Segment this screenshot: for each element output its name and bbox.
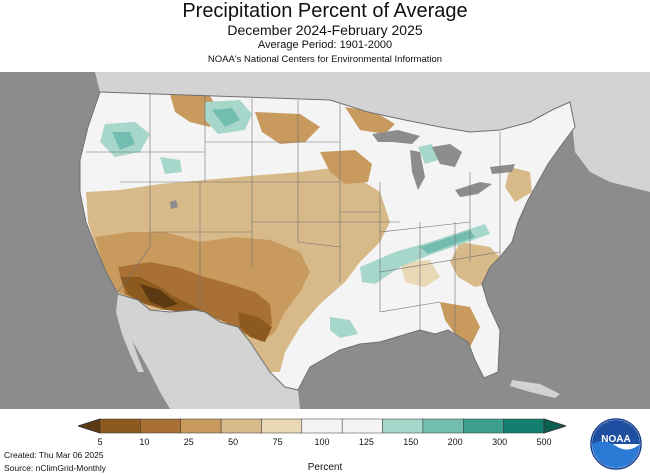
map-canvas bbox=[79, 72, 650, 409]
map-subtitle: December 2024-February 2025 bbox=[227, 22, 423, 38]
created-date: Created: Thu Mar 06 2025 bbox=[4, 450, 104, 460]
noaa-logo-icon: NOAA bbox=[590, 418, 642, 470]
source-organization: NOAA's National Centers for Environmenta… bbox=[207, 54, 443, 65]
average-period: Average Period: 1901-2000 bbox=[257, 39, 393, 51]
legend-swatch bbox=[140, 418, 181, 434]
legend-tick-label: 125 bbox=[358, 437, 374, 447]
canada-land bbox=[95, 72, 650, 192]
legend-swatch bbox=[220, 418, 262, 434]
legend-endcap-low bbox=[76, 418, 101, 434]
legend-tick-label: 10 bbox=[139, 437, 150, 447]
legend-endcap-high bbox=[543, 418, 568, 434]
state-borders bbox=[86, 92, 501, 342]
mexico-land bbox=[118, 294, 300, 409]
legend-tick-label: 75 bbox=[272, 437, 283, 447]
legend-swatch bbox=[463, 418, 504, 434]
data-source: Source: nClimGrid-Monthly bbox=[4, 463, 107, 473]
color-legend: 5 10 25 50 75 100 125 150 200 300 500 bbox=[76, 416, 568, 450]
legend-swatch bbox=[341, 418, 383, 434]
legend-tick-label: 300 bbox=[492, 437, 508, 447]
legend-swatch bbox=[382, 418, 424, 434]
legend-tick-label: 150 bbox=[403, 437, 419, 447]
legend-tick-label: 50 bbox=[228, 437, 239, 447]
great-lakes bbox=[372, 130, 515, 197]
legend-tick-label: 100 bbox=[314, 437, 330, 447]
legend-tick-label: 25 bbox=[183, 437, 194, 447]
legend-swatch bbox=[261, 418, 303, 434]
legend-swatch bbox=[422, 418, 464, 434]
legend-swatch bbox=[99, 418, 141, 434]
legend-swatch bbox=[503, 418, 545, 434]
precipitation-anomaly-fill bbox=[86, 94, 532, 372]
legend-bar bbox=[76, 418, 568, 434]
cuba-island bbox=[510, 380, 560, 398]
map-title: Precipitation Percent of Average bbox=[182, 0, 468, 22]
legend-tick-label: 5 bbox=[97, 437, 103, 447]
legend-unit: Percent bbox=[307, 462, 343, 473]
precipitation-map bbox=[0, 72, 650, 409]
legend-tick-label: 200 bbox=[447, 437, 463, 447]
noaa-logo-text: NOAA bbox=[601, 434, 630, 445]
great-salt-lake bbox=[170, 200, 178, 209]
legend-swatch bbox=[301, 418, 343, 434]
legend-tick-label: 500 bbox=[536, 437, 552, 447]
legend-swatch bbox=[180, 418, 222, 434]
baja-california bbox=[116, 294, 144, 372]
